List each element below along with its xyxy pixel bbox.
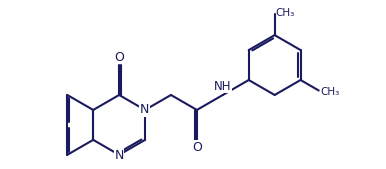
Text: CH₃: CH₃ <box>320 87 339 97</box>
Text: N: N <box>140 103 149 116</box>
Text: NH: NH <box>214 80 232 93</box>
Text: CH₃: CH₃ <box>276 8 295 18</box>
Text: O: O <box>114 51 124 64</box>
Text: N: N <box>114 149 124 162</box>
Text: O: O <box>192 141 202 154</box>
